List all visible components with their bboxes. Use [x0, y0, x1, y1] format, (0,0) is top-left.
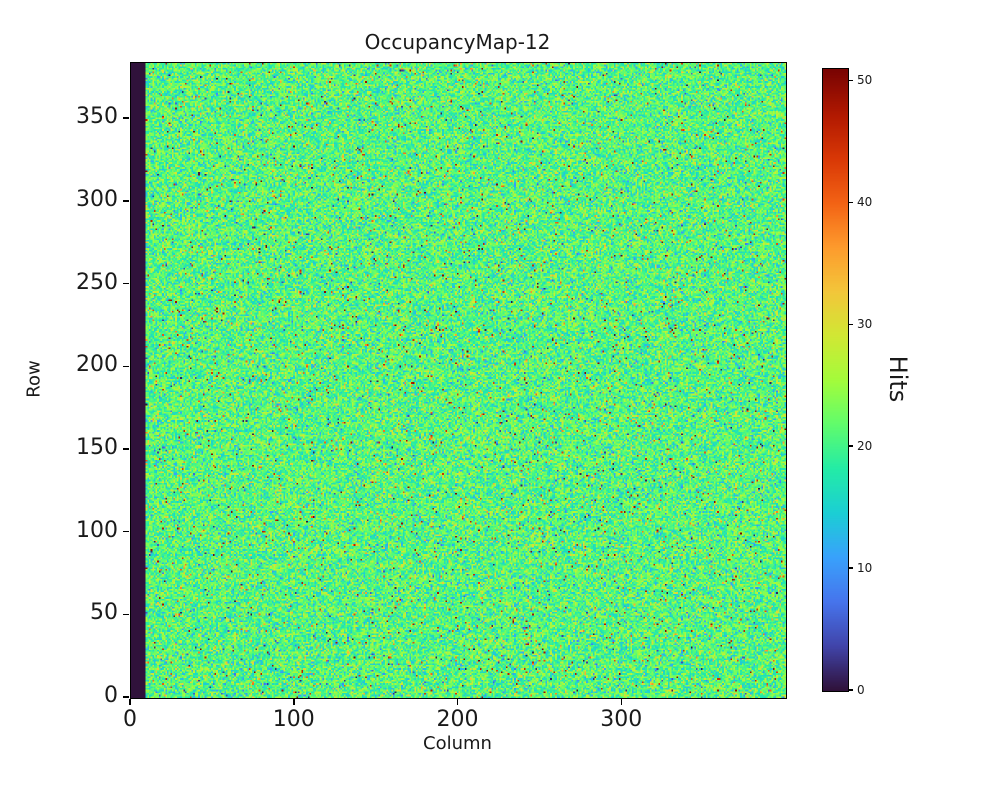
x-tick-mark	[129, 698, 131, 705]
x-tick-label: 100	[272, 707, 315, 732]
plot-title: OccupancyMap-12	[364, 30, 551, 54]
colorbar-tick-mark	[848, 689, 853, 691]
y-tick-mark	[122, 448, 129, 450]
y-tick-mark	[122, 117, 129, 119]
y-tick-mark	[122, 530, 129, 533]
y-axis-label: Row	[23, 360, 45, 398]
x-axis-label: Column	[423, 733, 492, 754]
colorbar-tick-mark	[848, 79, 853, 81]
x-tick-mark	[456, 698, 459, 705]
colorbar-tick-mark	[848, 323, 853, 325]
y-tick-mark	[122, 200, 129, 202]
y-tick-mark	[122, 696, 129, 698]
colorbar-label: Hits	[884, 355, 912, 403]
y-tick-label: 300	[76, 186, 118, 212]
colorbar	[822, 68, 849, 692]
y-tick-mark	[122, 282, 129, 285]
colorbar-tick-mark	[848, 201, 853, 203]
y-tick-label: 50	[90, 600, 118, 626]
colorbar-tick-label: 0	[857, 683, 865, 697]
y-tick-label: 150	[76, 434, 118, 460]
heatmap-canvas	[131, 63, 786, 698]
y-tick-label: 250	[76, 269, 118, 295]
y-tick-label: 0	[104, 683, 118, 708]
x-tick-label: 200	[436, 707, 479, 732]
plot-area	[130, 62, 787, 699]
y-tick-label: 200	[76, 352, 118, 378]
colorbar-tick-label: 50	[857, 73, 873, 88]
colorbar-canvas	[823, 69, 848, 691]
x-tick-label: 300	[600, 707, 643, 732]
colorbar-tick-label: 30	[857, 317, 873, 332]
colorbar-tick-mark	[848, 445, 853, 447]
colorbar-tick-mark	[848, 567, 853, 569]
y-tick-label: 350	[76, 104, 118, 130]
y-tick-label: 100	[76, 517, 118, 543]
colorbar-tick-label: 20	[857, 439, 873, 454]
colorbar-tick-label: 10	[857, 561, 873, 576]
y-tick-mark	[122, 613, 129, 616]
x-tick-mark	[620, 698, 622, 705]
y-tick-mark	[122, 365, 129, 368]
x-tick-label: 0	[123, 707, 137, 732]
colorbar-tick-label: 40	[857, 195, 873, 210]
x-tick-mark	[293, 698, 295, 705]
